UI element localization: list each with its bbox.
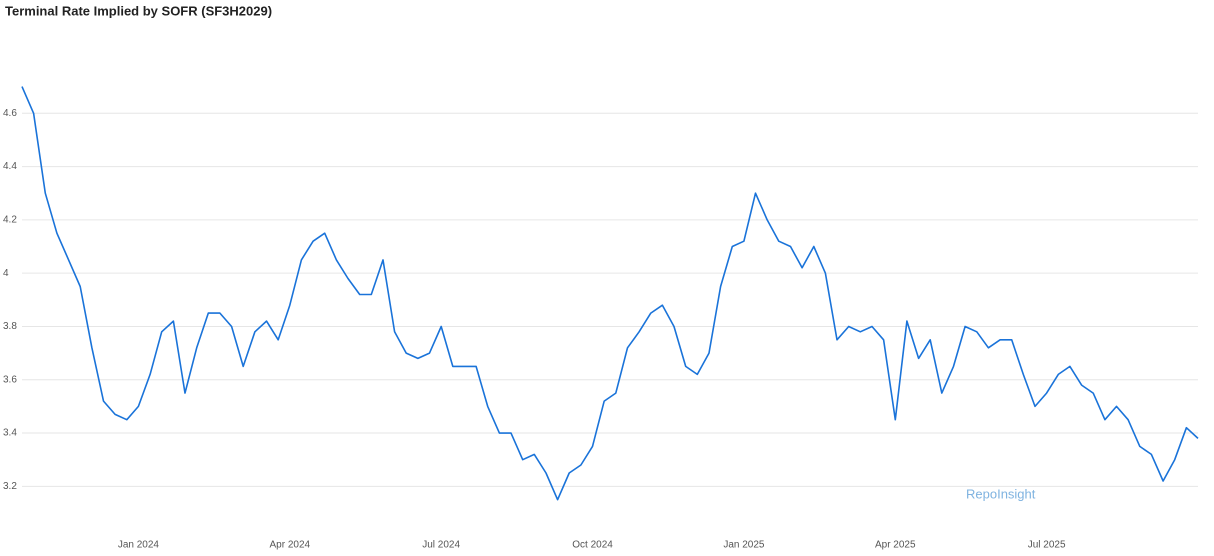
x-tick-label: Apr 2025: [875, 540, 916, 551]
y-tick-label: 3.8: [3, 321, 17, 332]
y-tick-label: 3.2: [3, 481, 17, 492]
x-tick-label: Oct 2024: [572, 540, 613, 551]
y-tick-label: 3.6: [3, 374, 17, 385]
x-tick-label: Apr 2024: [270, 540, 311, 551]
x-tick-label: Jul 2025: [1028, 540, 1066, 551]
watermark: RepoInsight: [966, 486, 1036, 501]
y-tick-label: 4.4: [3, 161, 17, 172]
chart-title: Terminal Rate Implied by SOFR (SF3H2029): [5, 3, 272, 18]
y-tick-label: 3.4: [3, 428, 17, 439]
x-tick-label: Jan 2025: [723, 540, 765, 551]
x-tick-label: Jan 2024: [118, 540, 160, 551]
y-tick-label: 4.2: [3, 215, 17, 226]
x-tick-label: Jul 2024: [422, 540, 460, 551]
y-tick-label: 4: [3, 268, 9, 279]
y-tick-label: 4.6: [3, 108, 17, 119]
line-series: [21, 86, 1199, 501]
